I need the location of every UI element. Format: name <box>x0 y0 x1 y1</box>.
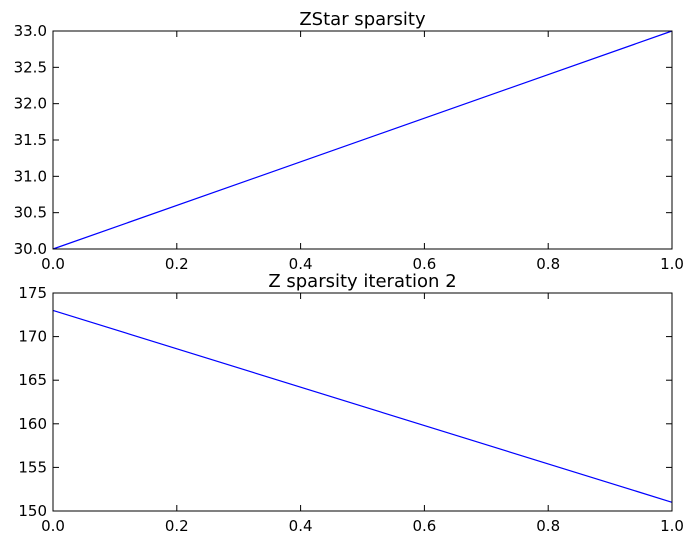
x-tick-label: 0.2 <box>165 255 189 273</box>
series-line <box>52 309 673 503</box>
series-line <box>52 30 673 250</box>
y-tick-label: 155 <box>18 458 47 476</box>
x-tick-label: 0.8 <box>536 517 560 535</box>
x-tick-label: 0.2 <box>165 517 189 535</box>
x-tick-label: 0.0 <box>41 255 65 273</box>
x-tick-label: 0.0 <box>41 517 65 535</box>
y-tick-label: 33.0 <box>14 22 47 40</box>
y-tick-label: 175 <box>18 284 47 302</box>
y-tick-label: 170 <box>18 328 47 346</box>
chart-title: Z sparsity iteration 2 <box>268 271 456 292</box>
plot-frame <box>52 30 673 250</box>
x-tick-label: 1.0 <box>660 255 684 273</box>
x-tick-label: 0.6 <box>412 517 436 535</box>
y-tick-label: 30.5 <box>14 204 47 222</box>
x-tick-label: 1.0 <box>660 517 684 535</box>
subplot-z-sparsity-iteration-2: Z sparsity iteration 2 0.0 0.2 0.4 0.6 0.8 1.… <box>18 271 684 535</box>
series-layer <box>52 309 673 503</box>
x-tick-label: 0.4 <box>289 517 313 535</box>
y-tick-label: 165 <box>18 371 47 389</box>
chart-title: ZStar sparsity <box>299 9 426 30</box>
y-tick-label: 31.5 <box>14 131 47 149</box>
series-layer <box>52 30 673 250</box>
y-tick-label: 32.0 <box>14 95 47 113</box>
subplot-zstar-sparsity: ZStar sparsity 0.0 0.2 0.4 0.6 0.8 1.0 30.0 30.… <box>14 9 684 273</box>
plot-frame <box>52 292 673 512</box>
x-tick-label: 0.6 <box>412 255 436 273</box>
y-tick-label: 32.5 <box>14 58 47 76</box>
ticks-layer: 0.0 0.2 0.4 0.6 0.8 1.0 150 155 160 165 170 175 <box>18 284 684 535</box>
y-tick-label: 150 <box>18 502 47 520</box>
y-tick-label: 31.0 <box>14 167 47 185</box>
y-tick-label: 30.0 <box>14 240 47 258</box>
x-tick-label: 0.4 <box>289 255 313 273</box>
x-tick-label: 0.8 <box>536 255 560 273</box>
ticks-layer: 0.0 0.2 0.4 0.6 0.8 1.0 30.0 30.5 31.0 31.5 32.0 32… <box>14 22 684 273</box>
y-tick-label: 160 <box>18 415 47 433</box>
